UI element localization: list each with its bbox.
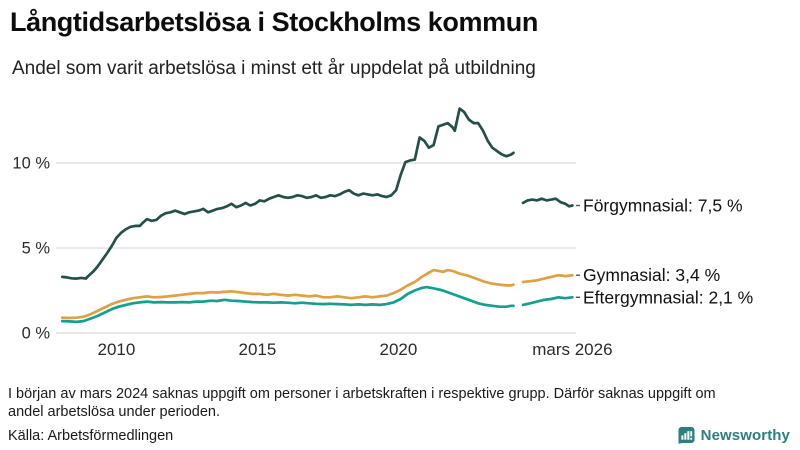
x-axis-tick-label: 2020 — [379, 340, 417, 359]
series-end-label-eftergymnasial: Eftergymnasial: 2,1 % — [583, 287, 753, 307]
series-end-label-gymnasial: Gymnasial: 3,4 % — [583, 265, 720, 285]
series-line-gymnasial — [521, 273, 574, 284]
series-line-eftergymnasial — [60, 285, 515, 324]
chart-area: 0 % 5 % 10 % 2010 2015 2020 mars 2026 Förgymnas… — [0, 92, 800, 370]
series-line-förgymnasial — [60, 107, 515, 280]
newsworthy-chart-bubble-icon — [677, 426, 696, 445]
series-line-gymnasial — [60, 268, 515, 320]
chart-footnote: I början av mars 2024 saknas uppgift om … — [8, 385, 800, 421]
newsworthy-logo[interactable]: Newsworthy — [677, 426, 790, 445]
series-end-label-förgymnasial: Förgymnasial: 7,5 % — [583, 196, 743, 216]
page-subtitle: Andel som varit arbetslösa i minst ett å… — [12, 58, 536, 79]
newsworthy-wordmark: Newsworthy — [700, 427, 790, 444]
y-axis-tick-label: 0 % — [22, 325, 51, 343]
page-title: Långtidsarbetslösa i Stockholms kommun — [10, 7, 538, 37]
y-axis-tick-label: 5 % — [22, 240, 51, 258]
source-label: Källa: Arbetsförmedlingen — [8, 428, 174, 444]
series-line-eftergymnasial — [521, 295, 574, 307]
series-line-förgymnasial — [521, 197, 574, 208]
line-chart: 0 % 5 % 10 % 2010 2015 2020 mars 2026 Förgymnas… — [12, 107, 753, 359]
x-axis-tick-label: mars 2026 — [532, 340, 612, 359]
x-axis-tick-label: 2010 — [97, 340, 135, 359]
y-axis-tick-label: 10 % — [12, 155, 50, 173]
x-axis-tick-label: 2015 — [238, 340, 276, 359]
footnote-line-2: andel arbetslösa under perioden. — [8, 404, 221, 420]
footnote-line-1: I början av mars 2024 saknas uppgift om … — [8, 386, 716, 402]
